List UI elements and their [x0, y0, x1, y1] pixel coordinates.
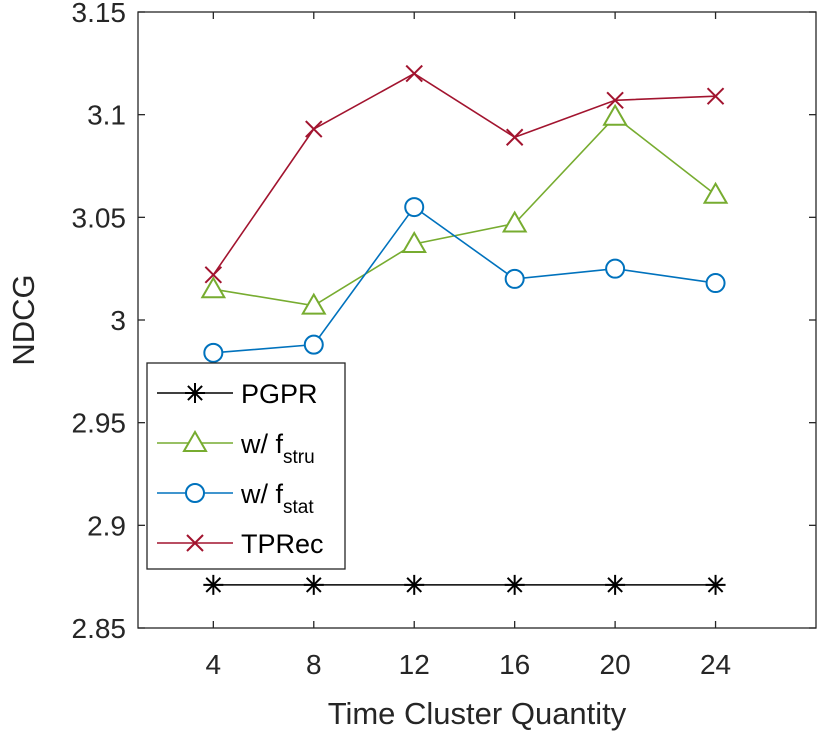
series-layer — [200, 64, 729, 595]
x-tick-label: 8 — [306, 649, 322, 680]
data-point — [301, 292, 327, 315]
legend-label: PGPR — [241, 379, 318, 409]
x-tick-label: 24 — [700, 649, 731, 680]
legend-label-subscript: stru — [283, 447, 315, 468]
data-point — [303, 334, 324, 355]
data-point — [501, 210, 528, 233]
legend-item: PGPR — [157, 379, 318, 409]
data-point — [204, 266, 223, 284]
data-point — [705, 273, 726, 294]
series-line — [213, 205, 716, 354]
data-point — [404, 574, 425, 595]
x-tick-label: 4 — [206, 649, 222, 680]
data-point — [505, 128, 524, 146]
data-point — [504, 268, 525, 289]
y-tick-label: 3.1 — [87, 100, 126, 131]
data-point — [203, 342, 224, 363]
legend-item: TPRec — [157, 529, 324, 559]
legend-marker — [186, 534, 204, 552]
data-point — [404, 197, 425, 218]
legend-marker — [182, 430, 208, 452]
data-point — [504, 574, 525, 595]
y-tick-label: 2.9 — [87, 510, 126, 541]
series-line — [213, 115, 717, 307]
x-tick-label: 12 — [399, 649, 430, 680]
y-axis-label: NDCG — [6, 274, 41, 365]
x-tick-label: 16 — [499, 649, 530, 680]
series-w-f-stru — [200, 103, 729, 315]
data-point — [305, 120, 323, 138]
y-tick-label: 3 — [110, 305, 126, 336]
data-point — [602, 103, 628, 126]
series-tprec — [204, 64, 725, 284]
y-tick-label: 2.95 — [72, 408, 127, 439]
data-point — [401, 231, 427, 254]
data-point — [303, 574, 324, 595]
x-axis-label: Time Cluster Quantity — [328, 696, 627, 731]
y-tick-label: 3.05 — [72, 202, 127, 233]
data-point — [702, 181, 729, 204]
x-tick-label: 20 — [600, 649, 631, 680]
ticks-layer: 4 8 12 16 20 24 2.85 2.9 2.95 3 3.05 3.1 3.15 — [72, 0, 816, 680]
data-point — [405, 64, 423, 83]
y-tick-label: 2.85 — [72, 613, 127, 644]
data-point — [705, 574, 726, 595]
series-line — [212, 72, 716, 276]
data-point — [203, 574, 224, 595]
series-pgpr — [203, 574, 726, 595]
data-point — [200, 276, 227, 299]
data-point — [605, 574, 626, 595]
data-point — [605, 258, 626, 279]
legend-box — [146, 362, 346, 570]
legend-marker — [185, 383, 205, 403]
series-w-f-stat — [203, 197, 726, 363]
legend-label-subscript: stat — [283, 497, 314, 518]
legend-label: TPRec — [241, 529, 324, 559]
data-point — [706, 87, 725, 105]
y-tick-label: 3.15 — [72, 0, 127, 28]
data-point — [606, 91, 624, 110]
legend-marker — [185, 483, 205, 503]
